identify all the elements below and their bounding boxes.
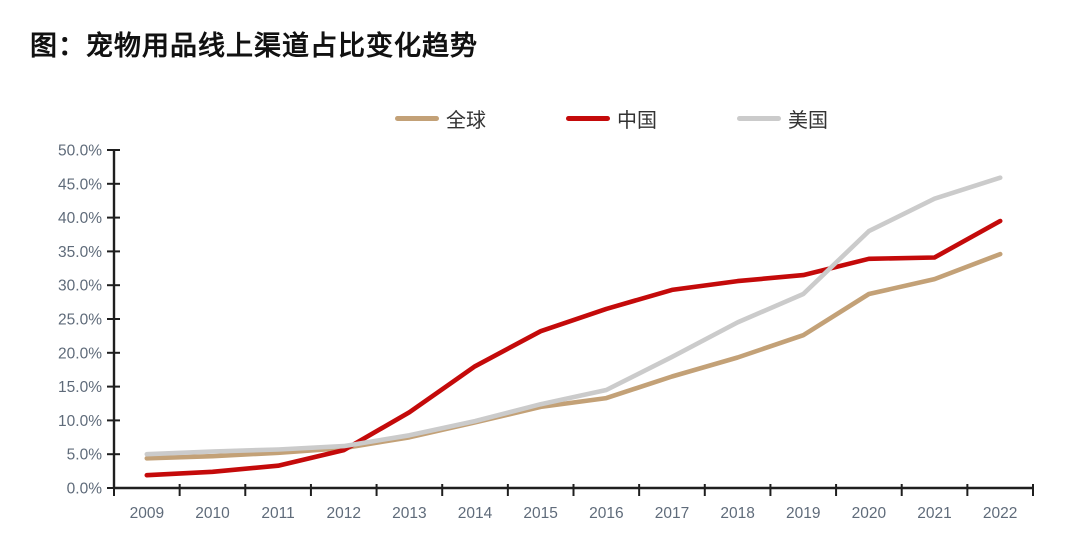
x-axis-tick-label: 2012 — [327, 505, 361, 522]
x-axis-tick-label: 2020 — [852, 505, 887, 522]
x-axis-tick-label: 2022 — [983, 505, 1017, 522]
y-axis-tick-label: 40.0% — [58, 210, 102, 227]
x-axis-tick-label: 2018 — [720, 505, 754, 522]
x-axis-tick-label: 2013 — [392, 505, 426, 522]
legend-item-2: 中国 — [566, 104, 657, 133]
y-axis-tick-label: 45.0% — [58, 176, 102, 193]
series-line-美国 — [144, 175, 1003, 457]
x-axis-tick-label: 2019 — [786, 505, 820, 522]
x-axis-tick-label: 2011 — [261, 505, 294, 522]
x-axis-tick-label: 2016 — [589, 505, 623, 522]
y-axis-tick-label: 10.0% — [58, 413, 102, 430]
x-axis-tick-label: 2009 — [130, 505, 164, 522]
legend-line-swatch — [566, 116, 610, 121]
y-axis-tick-label: 50.0% — [58, 143, 102, 160]
y-axis-tick-label: 5.0% — [67, 447, 103, 464]
y-axis-tick-label: 0.0% — [67, 481, 103, 498]
y-axis-tick-label: 35.0% — [58, 244, 102, 261]
legend-label: 中国 — [617, 110, 657, 132]
x-axis-tick-label: 2021 — [917, 505, 951, 522]
x-axis-tick-label: 2015 — [523, 505, 557, 522]
y-axis-tick-label: 25.0% — [58, 312, 102, 329]
legend-line-swatch — [395, 116, 439, 121]
legend-label: 美国 — [788, 110, 828, 132]
series-line-中国 — [144, 218, 1003, 478]
x-axis-tick-label: 2014 — [458, 505, 493, 522]
series-line-全球 — [144, 251, 1003, 461]
y-axis-tick-label: 30.0% — [58, 278, 102, 295]
legend-line-swatch — [737, 116, 781, 121]
figure-title: 图：宠物用品线上渠道占比变化趋势 — [30, 31, 478, 61]
x-axis-tick-label: 2010 — [195, 505, 230, 522]
y-axis-tick-label: 15.0% — [58, 379, 102, 396]
legend-item-3: 美国 — [737, 104, 828, 133]
legend-label: 全球 — [446, 110, 486, 132]
chart-legend: 全球 中国 美国 — [395, 104, 828, 133]
y-axis-tick-label: 20.0% — [58, 345, 102, 362]
x-axis-tick-label: 2017 — [655, 505, 689, 522]
legend-item-1: 全球 — [395, 104, 486, 133]
